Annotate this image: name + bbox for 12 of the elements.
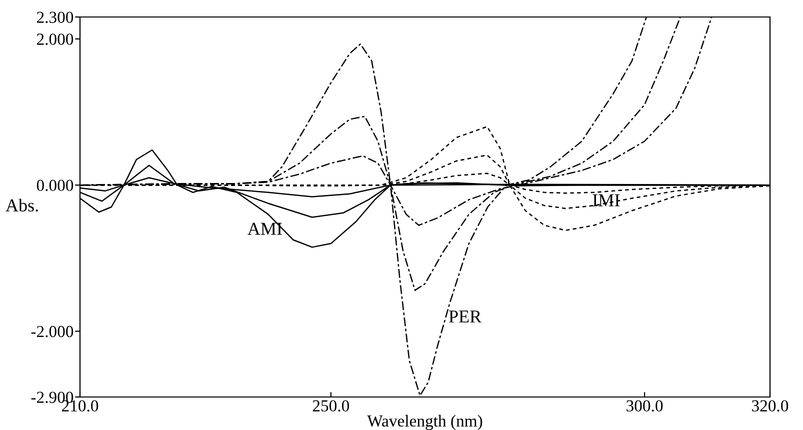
x-tick-label: 250.0 — [312, 400, 350, 412]
x-axis-title: Wavelength (nm) — [367, 414, 482, 430]
annotation: IMI — [592, 194, 620, 206]
annotation: AMI — [248, 222, 282, 235]
x-tick-label: 300.0 — [626, 400, 663, 412]
y-tick-label: 2.300 — [36, 12, 74, 24]
x-tick-label: 320.0 — [752, 400, 788, 412]
y-tick-label: -2.000 — [31, 326, 74, 338]
y-tick-label: 2.000 — [36, 34, 74, 45]
y-axis-title: Abs. — [6, 198, 38, 212]
y-tick-label: 0.000 — [36, 180, 74, 192]
annotation: PER — [448, 310, 482, 322]
